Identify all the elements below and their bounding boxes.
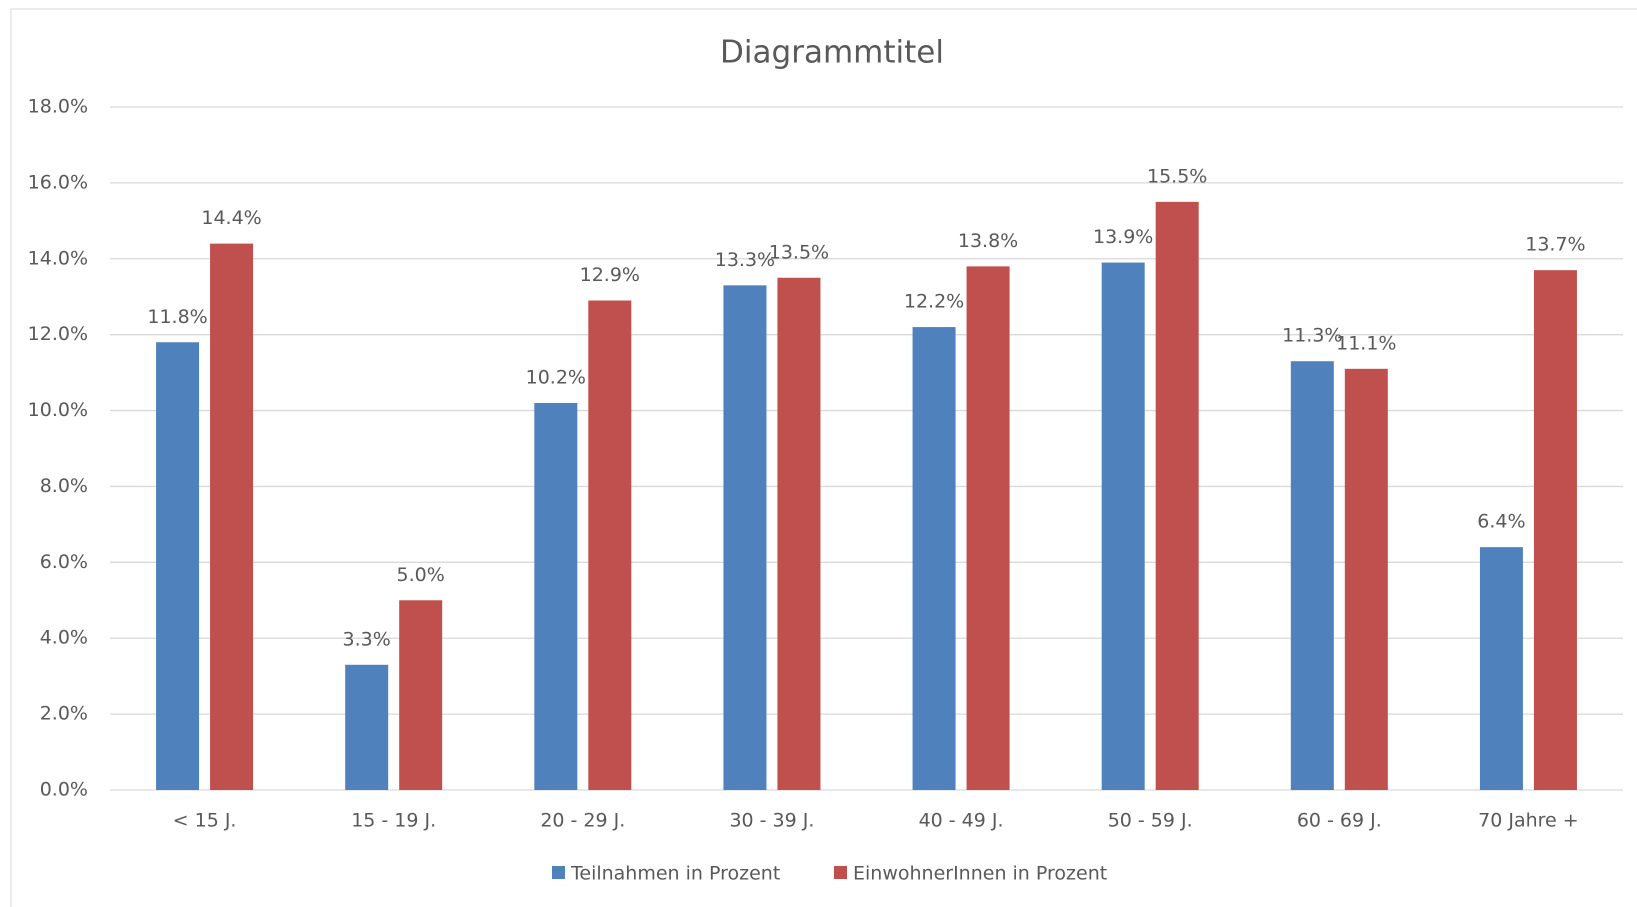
x-tick-label: 40 - 49 J. [919, 810, 1004, 832]
y-tick-label: 6.0% [40, 551, 88, 573]
bar [966, 266, 1010, 790]
data-label: 6.4% [1477, 511, 1525, 533]
x-tick-label: 70 Jahre + [1478, 810, 1579, 832]
chart-title: Diagrammtitel [720, 35, 944, 71]
legend-label: Teilnahmen in Prozent [570, 863, 780, 885]
x-tick-label: 30 - 39 J. [729, 810, 814, 832]
y-tick-label: 14.0% [28, 247, 88, 269]
bar [1290, 361, 1334, 790]
data-label: 13.5% [769, 241, 829, 263]
chart-frame [10, 8, 1637, 907]
y-tick-label: 16.0% [28, 171, 88, 193]
data-label: 13.9% [1093, 226, 1153, 248]
legend-swatch [552, 866, 565, 879]
bar [1533, 270, 1577, 790]
y-tick-label: 12.0% [28, 323, 88, 345]
data-label: 11.8% [147, 306, 207, 328]
data-label: 11.1% [1336, 332, 1396, 354]
data-label: 14.4% [201, 207, 261, 229]
x-tick-label: < 15 J. [173, 810, 237, 832]
data-label: 15.5% [1147, 165, 1207, 187]
data-label: 3.3% [343, 628, 391, 650]
data-label: 10.2% [526, 366, 586, 388]
x-tick-label: 15 - 19 J. [351, 810, 436, 832]
y-tick-label: 4.0% [40, 627, 88, 649]
bar [1155, 201, 1199, 791]
x-tick-label: 50 - 59 J. [1108, 810, 1193, 832]
y-tick-label: 0.0% [40, 779, 88, 801]
data-label: 13.3% [715, 249, 775, 271]
data-label: 12.2% [904, 291, 964, 313]
bar [723, 285, 767, 790]
bar [777, 277, 821, 790]
x-tick-label: 20 - 29 J. [540, 810, 625, 832]
legend-swatch [834, 866, 847, 879]
x-tick-label: 60 - 69 J. [1297, 810, 1382, 832]
data-label: 11.3% [1282, 325, 1342, 347]
bar [156, 342, 200, 790]
y-tick-label: 8.0% [40, 475, 88, 497]
bar [534, 402, 578, 790]
data-label: 13.7% [1525, 234, 1585, 256]
y-tick-label: 10.0% [28, 399, 88, 421]
bar [345, 664, 389, 790]
bar [399, 600, 443, 790]
data-label: 13.8% [958, 230, 1018, 252]
bar [1479, 547, 1523, 790]
bar [210, 243, 254, 791]
bar [912, 327, 956, 790]
data-label: 5.0% [397, 564, 445, 586]
legend-label: EinwohnerInnen in Prozent [853, 863, 1107, 885]
y-tick-label: 2.0% [40, 703, 88, 725]
bar [1344, 368, 1388, 790]
bar [588, 300, 632, 790]
y-tick-label: 18.0% [28, 96, 88, 118]
data-label: 12.9% [580, 264, 640, 286]
bar [1101, 262, 1145, 790]
